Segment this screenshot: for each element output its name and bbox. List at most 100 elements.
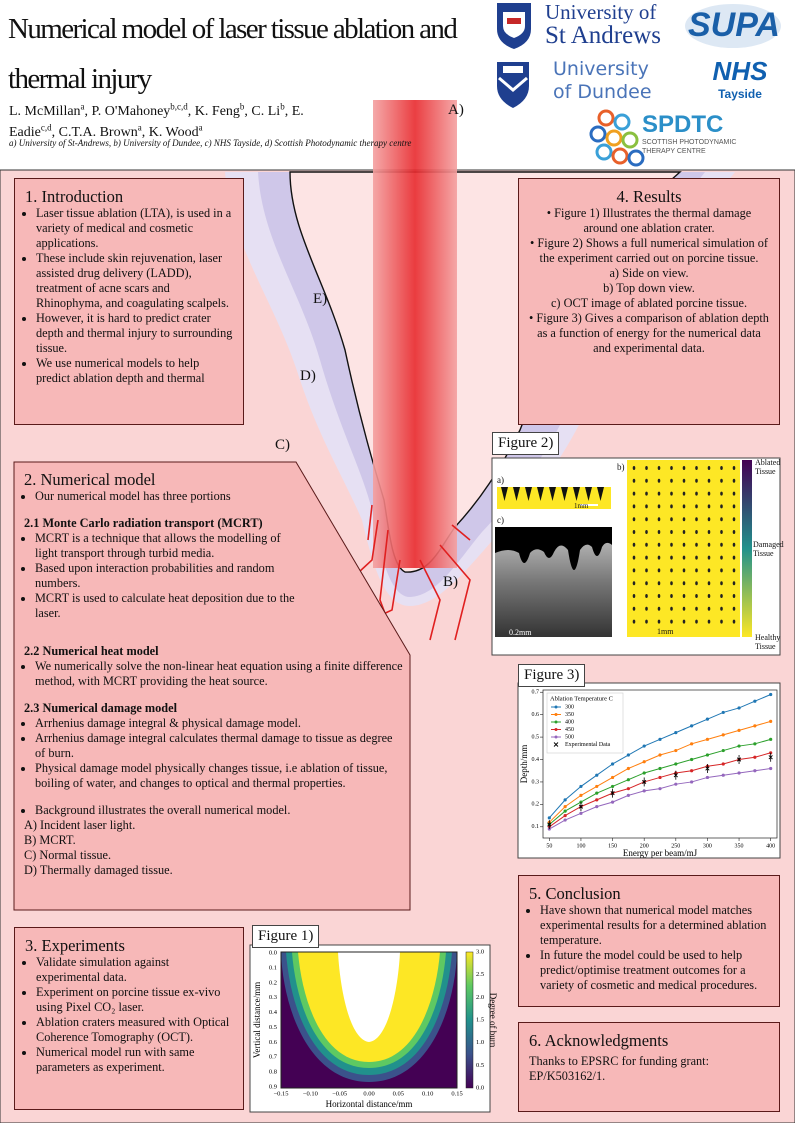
data-point <box>753 699 757 703</box>
dot <box>632 542 636 547</box>
bullet-list: Our numerical model has three portions <box>24 489 299 504</box>
dot <box>720 594 723 598</box>
section-model-bottom: 2.2 Numerical heat model We numerically … <box>24 632 404 878</box>
dot <box>682 619 686 624</box>
tooth <box>549 487 556 501</box>
author-affiliation: b,c,d <box>170 101 188 111</box>
author: K. Fengb, <box>194 101 252 119</box>
colorbar <box>465 951 474 1089</box>
dot <box>732 504 736 509</box>
dot <box>670 542 673 547</box>
paragraph: Thanks to EPSRC for funding grant: EP/K5… <box>529 1054 710 1083</box>
legend-swatch <box>553 742 559 747</box>
bullet-list: Laser tissue ablation (LTA), is used in … <box>25 206 233 386</box>
dot <box>657 568 661 573</box>
list-item: D) Thermally damaged tissue. <box>24 863 173 877</box>
logo-text: SPDTC <box>642 111 724 138</box>
dot <box>670 619 673 624</box>
dot <box>645 517 648 522</box>
author-name: K. Feng <box>194 103 240 119</box>
dot <box>707 542 711 547</box>
legend-label: 300 <box>565 704 574 710</box>
dot <box>645 491 648 496</box>
data-point <box>547 816 551 820</box>
x-tick-label: 0.00 <box>363 1090 374 1097</box>
crater-profile <box>497 487 611 509</box>
dot <box>645 530 648 534</box>
dot <box>632 619 636 624</box>
data-point <box>769 692 773 697</box>
colorbar-tick-label: 1.5 <box>476 1016 484 1023</box>
dot <box>695 542 698 547</box>
dot <box>720 542 723 547</box>
dot <box>720 517 723 522</box>
dot <box>632 568 636 573</box>
section-model-top: 2. Numerical model Our numerical model h… <box>24 471 299 621</box>
dot <box>732 517 736 522</box>
panel-label: b) <box>617 462 625 472</box>
x-tick-label: 150 <box>608 843 617 849</box>
section-introduction: 1. Introduction Laser tissue ablation (L… <box>14 178 244 425</box>
x-axis-label: Energy per beam/mJ <box>623 848 698 858</box>
data-point <box>658 766 662 771</box>
data-point <box>658 737 662 741</box>
dot <box>732 491 736 496</box>
y-tick-label: 0.6 <box>532 712 540 718</box>
tooth <box>513 487 520 501</box>
dot <box>645 478 648 483</box>
crater-dots <box>632 466 736 624</box>
data-point <box>610 775 615 780</box>
dot <box>657 466 661 470</box>
logo-text: University <box>553 58 649 80</box>
subsection-title: 2.3 Numerical damage model <box>24 701 178 715</box>
nhs-logo: NHS Tayside <box>706 56 774 101</box>
author-name: K. Wood <box>148 125 199 141</box>
dot <box>695 555 698 560</box>
list-item: Numerical model run with same parameters… <box>36 1045 233 1075</box>
data-point <box>721 748 725 753</box>
dot <box>670 491 673 496</box>
dot <box>732 606 736 611</box>
data-point <box>563 818 567 822</box>
dot <box>695 568 698 573</box>
y-tick-label: 0.1 <box>269 964 277 971</box>
dot <box>670 466 673 470</box>
data-point <box>658 775 662 780</box>
data-point <box>674 748 678 753</box>
results-text: • Figure 1) Illustrates the thermal dama… <box>529 206 769 356</box>
x-tick-label: 0.10 <box>422 1090 433 1097</box>
oct-surface <box>495 527 612 570</box>
dot <box>682 491 686 496</box>
spdtc-logo <box>589 109 645 167</box>
list-item: Arrhenius damage integral calculates the… <box>35 731 404 761</box>
logo-text: SCOTTISH PHOTODYNAMIC <box>642 139 737 146</box>
colorbar-tick-label: 1.0 <box>476 1039 484 1046</box>
dot <box>720 581 723 586</box>
y-tick-label: 0.2 <box>532 802 540 808</box>
list-item: Laser tissue ablation (LTA), is used in … <box>36 206 233 251</box>
data-point <box>705 717 710 721</box>
dot <box>695 594 698 598</box>
scale-label: 1mm <box>574 502 589 510</box>
dot <box>707 594 711 598</box>
dot <box>695 491 698 496</box>
list-item: Have shown that numerical model matches … <box>540 903 769 948</box>
dot <box>707 555 711 560</box>
data-point <box>563 805 567 809</box>
dot <box>707 581 711 586</box>
dot <box>657 542 661 547</box>
dot <box>695 606 698 611</box>
colorbar-label: Degree of burn <box>488 993 498 1048</box>
experimental-point <box>642 779 647 785</box>
dot <box>732 619 736 624</box>
legend-swatch <box>554 728 558 731</box>
data-point <box>737 771 741 775</box>
diagram-label: E) <box>313 291 328 307</box>
data-point <box>626 787 630 791</box>
dot <box>720 504 723 509</box>
dundee-logo <box>497 62 529 108</box>
dot <box>632 530 636 534</box>
panel-label: c) <box>497 515 504 525</box>
dot <box>720 568 723 573</box>
y-tick-label: 0.6 <box>269 1039 278 1046</box>
